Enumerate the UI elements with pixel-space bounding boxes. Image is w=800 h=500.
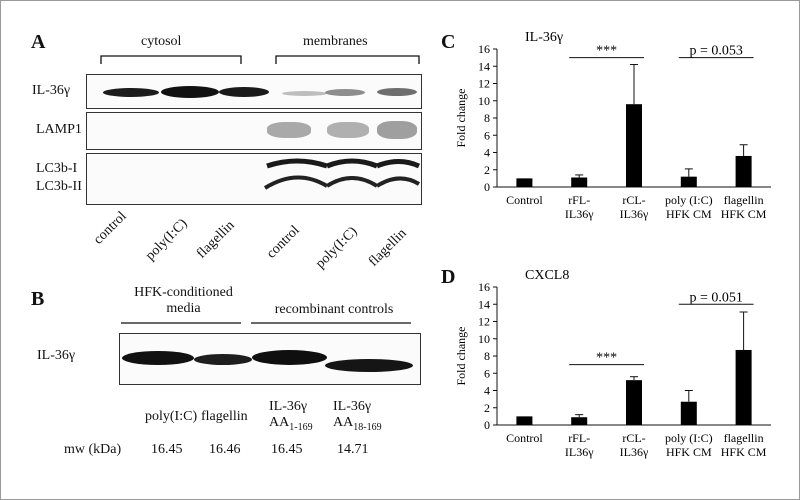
chart-d-xtick-label-3-1: HFK CM [666,445,712,459]
chart-c-xtick-label-3-1: HFK CM [666,207,712,221]
chart-d-bar-0 [516,416,533,425]
blot-b-il36g [119,333,421,385]
chart-d-xtick-label-1-0: rFL- [568,431,590,445]
lane-b-flagellin: flagellin [201,409,248,424]
chart-c-bar-1 [571,177,588,187]
chart-c-annotation-0: *** [596,44,617,59]
lane-b-polyic: poly(I:C) [145,409,198,424]
chart-d-xtick-label-2-0: rCL- [622,431,645,445]
mw-flagellin: 16.46 [209,442,241,457]
lane-b-rec-2: IL-36γ AA18-169 [333,399,382,436]
row-label-b-il36g: IL-36γ [37,348,76,363]
chart-c-bar-2 [626,104,642,187]
chart-c-ytick-label-0: 0 [484,180,490,194]
membranes-label: membranes [303,34,368,49]
chart-c-ytick-label-6: 12 [478,77,490,91]
chart-c-ytick-label-8: 16 [478,42,490,56]
chart-d-title: CXCL8 [525,268,569,283]
chart-c-xtick-label-1-1: IL36γ [565,207,594,221]
chart-d-ytick-label-3: 6 [484,366,490,380]
chart-c-xtick-label-1-0: rFL- [568,193,590,207]
chart-c-ylabel: Fold change [454,89,468,148]
membranes-bracket [275,55,420,64]
lane-b-rec-2-name: IL-36γ [333,399,372,414]
chart-c-ytick-label-2: 4 [484,146,490,160]
chart-d-ylabel: Fold change [454,327,468,386]
chart-d-ytick-label-5: 10 [478,332,490,346]
chart-d-ytick-label-4: 8 [484,349,490,363]
chart-d-xtick-label-3-0: poly (I:C) [665,431,713,445]
chart-d-ytick-label-7: 14 [478,297,490,311]
chart-d-xtick-label-1-1: IL36γ [565,445,594,459]
panel-c-letter: C [441,31,456,53]
group-b-hfk-line2: media [166,301,201,316]
chart-c-xtick-label-0-0: Control [506,193,543,207]
mw-polyic: 16.45 [151,442,183,457]
panel-a-letter: A [31,31,46,53]
panel-a-group-brackets [100,55,420,64]
chart-c-ytick-label-3: 6 [484,128,490,142]
cytosol-label: cytosol [141,34,182,49]
lane-b-rec-2-sub: 18-169 [353,421,382,433]
chart-d-xtick-label-0-0: Control [506,431,543,445]
chart-c-bar-0 [516,178,533,187]
mw-rec-2: 14.71 [337,442,369,457]
chart-c-xtick-label-3-0: poly (I:C) [665,193,713,207]
chart-d-bar-3 [680,401,697,425]
chart-c-xtick-label-2-1: IL36γ [620,207,649,221]
row-label-lamp1: LAMP1 [36,122,82,137]
blot-a-il36g [86,74,422,109]
chart-c-title: IL-36γ [525,30,563,45]
cytosol-bracket [100,55,242,64]
group-b-hfk-line1: HFK-conditioned [134,285,233,300]
mw-label: mw (kDa) [64,442,122,457]
chart-d-bar-1 [571,417,588,425]
group-b-recombinant: recombinant controls [274,302,394,317]
lane-b-rec-2-aa: AA [333,415,354,430]
chart-c-bar-3 [680,176,697,187]
chart-d-annotation-1: p = 0.051 [689,290,742,305]
chart-d-xtick-label-2-1: IL36γ [620,445,649,459]
chart-d-xtick-label-4-1: HFK CM [721,445,767,459]
chart-c-ytick-label-1: 2 [484,163,490,177]
chart-c-xtick-label-4-0: flagellin [724,193,764,207]
chart-d-ytick-label-0: 0 [484,418,490,432]
lane-b-rec-1: IL-36γ AA1-169 [269,399,313,436]
row-label-lc3b-i: LC3b-I [36,161,78,176]
chart-c-ytick-label-5: 10 [478,94,490,108]
chart-d-bar-2 [626,380,642,425]
chart-c-il36g: IL-36γ Fold change 0 2 4 6 8 10 12 14 16 Control rFL… [454,30,771,221]
chart-c-ytick-label-7: 14 [478,59,490,73]
panel-b-letter: B [31,288,45,310]
panel-b-group-lines [121,322,411,324]
group-b-hfk: HFK-conditioned media [121,285,246,317]
mw-rec-1: 16.45 [271,442,303,457]
blot-a-lc3b [86,153,422,205]
chart-c-bar-4 [735,155,752,187]
panel-d-letter: D [441,266,456,288]
row-label-lc3b-ii: LC3b-II [36,179,82,194]
row-label-il36g: IL-36γ [32,83,71,98]
chart-c-annotation-1: p = 0.053 [689,44,742,59]
chart-d-ytick-label-6: 12 [478,315,490,329]
chart-d-ytick-label-2: 4 [484,384,490,398]
chart-c-ytick-label-4: 8 [484,111,490,125]
chart-d-cxcl8: CXCL8 Fold change 0 2 4 6 8 10 12 14 16 Control rFL-… [454,268,771,459]
lane-b-rec-1-aa: AA [269,415,290,430]
chart-d-ytick-label-8: 16 [478,280,490,294]
chart-d-bar-4 [735,349,752,425]
chart-d-ytick-label-1: 2 [484,401,490,415]
chart-d-xtick-label-4-0: flagellin [724,431,764,445]
lane-b-rec-1-sub: 1-169 [289,421,313,433]
lane-b-rec-1-name: IL-36γ [269,399,308,414]
chart-d-annotation-0: *** [596,351,617,366]
blot-a-lamp1 [86,112,422,150]
chart-c-xtick-label-4-1: HFK CM [721,207,767,221]
chart-c-xtick-label-2-0: rCL- [622,193,645,207]
